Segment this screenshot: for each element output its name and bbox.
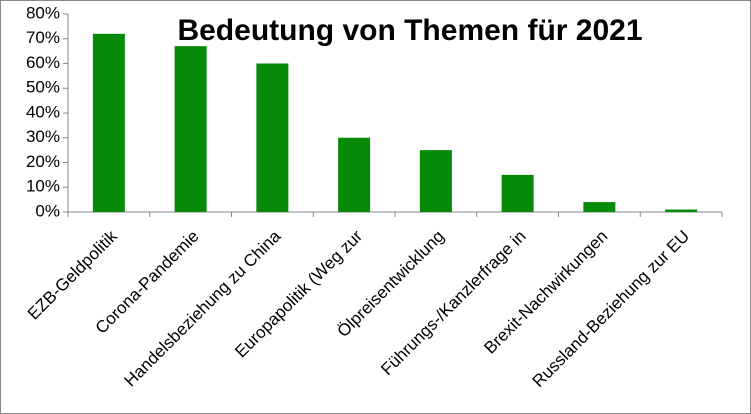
y-tick-label: 80%: [26, 3, 60, 22]
y-tick-label: 10%: [26, 177, 60, 196]
bar: [256, 63, 289, 212]
bar: [501, 174, 534, 212]
bar: [92, 33, 125, 212]
y-tick-label: 60%: [26, 53, 60, 72]
bar: [583, 202, 616, 212]
bar: [338, 137, 371, 212]
bar: [419, 150, 452, 212]
y-tick-label: 0%: [35, 201, 60, 220]
y-tick-label: 40%: [26, 102, 60, 121]
y-tick-label: 20%: [26, 152, 60, 171]
bar: [665, 209, 698, 212]
y-tick-label: 50%: [26, 78, 60, 97]
y-tick-label: 70%: [26, 28, 60, 47]
chart-title: Bedeutung von Themen für 2021: [177, 14, 642, 47]
y-tick-label: 30%: [26, 127, 60, 146]
bar: [174, 46, 207, 212]
